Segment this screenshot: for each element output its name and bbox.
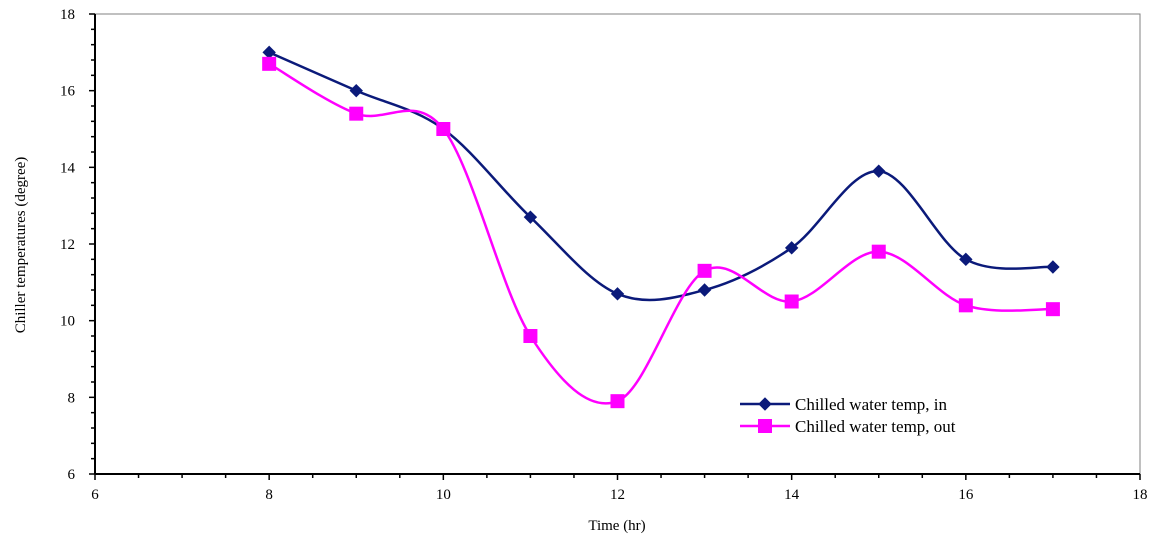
data-point	[349, 106, 364, 121]
series-line	[268, 51, 1054, 302]
x-tick-label: 12	[610, 487, 625, 503]
data-point	[959, 252, 973, 267]
legend-marker	[758, 419, 772, 433]
legend-item: Chilled water temp, in	[740, 395, 948, 414]
series-2	[262, 56, 1060, 409]
y-tick-label: 14	[60, 160, 76, 176]
data-point	[1045, 302, 1060, 317]
legend-marker	[758, 397, 772, 411]
data-point	[784, 294, 799, 309]
data-point	[349, 83, 363, 98]
series-layer	[262, 45, 1060, 409]
x-axis: 6 8 10 12 14 16 18	[91, 473, 1148, 503]
data-point	[262, 45, 276, 60]
data-point	[610, 287, 625, 301]
data-point	[784, 241, 799, 255]
legend-label: Chilled water temp, in	[795, 395, 948, 414]
legend-item: Chilled water temp, out	[740, 417, 956, 436]
data-point	[610, 394, 625, 409]
data-point	[697, 283, 712, 297]
y-tick-label: 10	[60, 314, 75, 330]
data-point	[871, 244, 886, 259]
x-tick-label: 8	[265, 487, 273, 503]
y-tick-label: 6	[68, 467, 76, 483]
y-tick-label: 16	[60, 84, 76, 100]
y-axis-title: Chiller temperatures (degree)	[13, 157, 29, 334]
data-point	[436, 122, 451, 136]
x-tick-label: 14	[784, 487, 800, 503]
data-point	[523, 329, 538, 343]
y-tick-label: 12	[60, 237, 75, 253]
data-point	[523, 210, 538, 224]
x-tick-label: 6	[91, 487, 99, 503]
x-tick-label: 18	[1133, 487, 1148, 503]
y-tick-label: 8	[68, 390, 76, 406]
data-point	[872, 164, 886, 178]
series-line	[268, 62, 1053, 405]
legend: Chilled water temp, in Chilled water temp…	[740, 395, 956, 436]
data-point	[958, 298, 973, 313]
legend-label: Chilled water temp, out	[795, 417, 956, 436]
data-point	[697, 263, 712, 278]
y-axis: 6 8 10 12 14 16 18	[60, 7, 96, 483]
series-1	[262, 45, 1060, 302]
x-tick-label: 16	[958, 487, 974, 503]
data-point	[1046, 260, 1060, 274]
x-tick-label: 10	[436, 487, 451, 503]
data-point	[262, 56, 277, 71]
x-axis-title: Time (hr)	[588, 518, 645, 534]
y-tick-label: 18	[60, 7, 75, 23]
